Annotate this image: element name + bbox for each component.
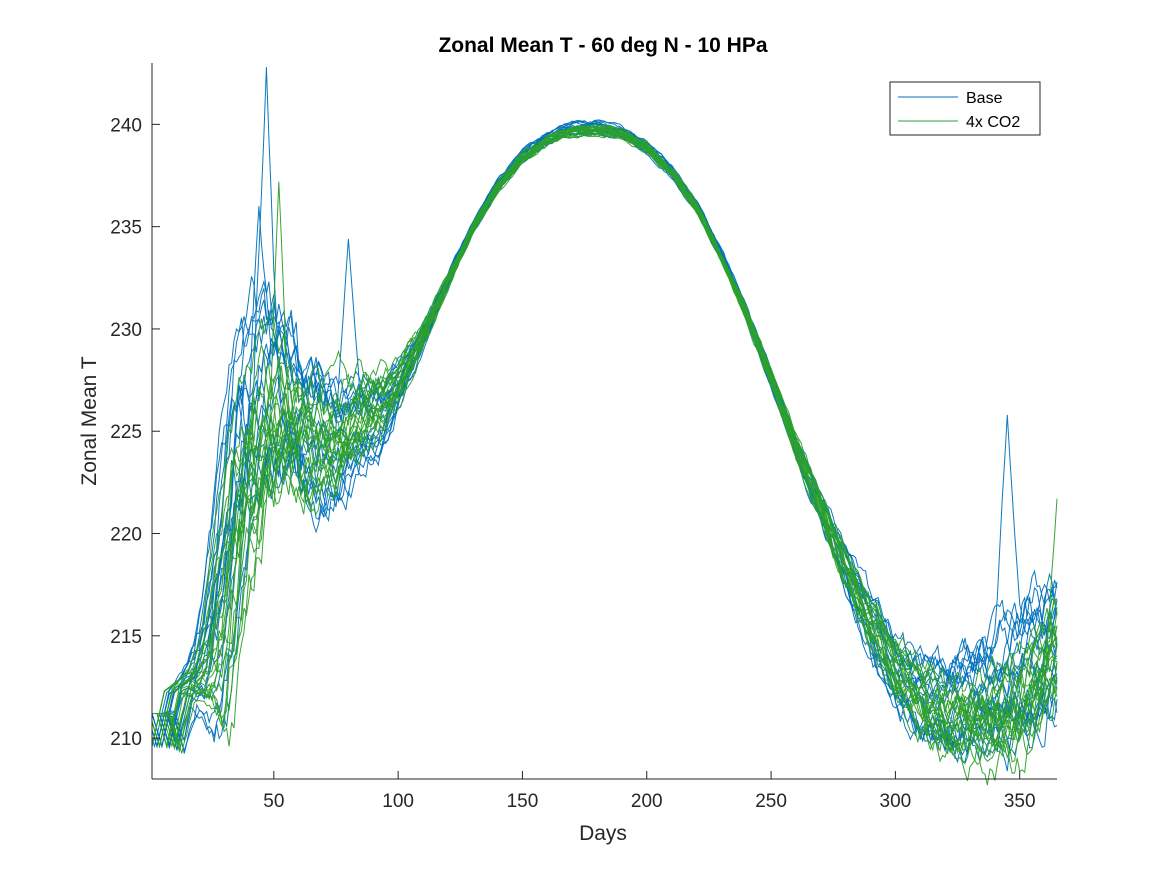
data-lines <box>151 67 1058 786</box>
legend-label-base: Base <box>966 90 1003 107</box>
y-tick-label: 210 <box>110 729 142 750</box>
y-tick-label: 235 <box>110 218 142 239</box>
x-tick-label: 350 <box>1004 791 1036 812</box>
series-line-4x-co2 <box>152 125 1058 749</box>
series-line-4x-co2 <box>151 127 1058 749</box>
chart-title: Zonal Mean T - 60 deg N - 10 HPa <box>438 34 767 57</box>
legend-box <box>889 81 1041 136</box>
x-tick-label: 300 <box>880 791 912 812</box>
x-axis-label: Days <box>579 822 627 845</box>
legend-label-4x-co2: 4x CO2 <box>966 114 1020 131</box>
axes <box>151 63 1057 780</box>
y-tick-label: 225 <box>110 422 142 443</box>
legend: Base 4x CO2 <box>889 81 1041 136</box>
x-tick-label: 150 <box>507 791 539 812</box>
series-line-base <box>151 119 1058 747</box>
series-line-4x-co2 <box>151 125 1058 747</box>
x-tick-label: 250 <box>755 791 787 812</box>
y-tick-label: 215 <box>110 627 142 648</box>
x-tick-label: 100 <box>382 791 414 812</box>
series-line-4x-co2 <box>152 131 1058 754</box>
x-tick-label: 200 <box>631 791 663 812</box>
y-ticks: 210 215 220 225 230 235 240 <box>110 115 160 750</box>
x-tick-label: 50 <box>263 791 284 812</box>
y-tick-label: 240 <box>110 115 142 136</box>
y-tick-label: 220 <box>110 525 142 546</box>
y-tick-label: 230 <box>110 320 142 341</box>
series-line-4x-co2 <box>151 123 1058 747</box>
x-ticks: 50 100 150 200 250 300 350 <box>263 771 1036 812</box>
y-axis-label: Zonal Mean T <box>78 356 101 485</box>
series-line-4x-co2 <box>151 128 1058 782</box>
